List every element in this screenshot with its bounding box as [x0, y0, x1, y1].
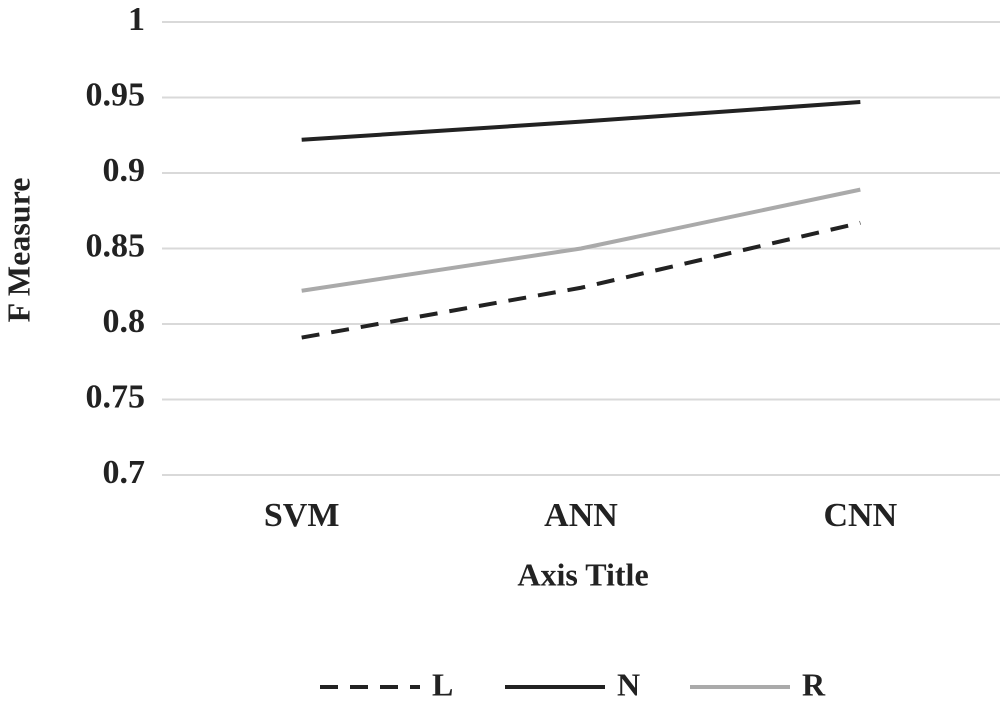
line-series — [301, 100, 861, 142]
y-tick-label: 0.85 — [86, 227, 146, 264]
x-axis-title: Axis Title — [517, 556, 648, 592]
y-tick-label: 0.8 — [103, 303, 146, 340]
legend-label: N — [617, 666, 640, 702]
legend-label: L — [432, 666, 453, 702]
x-tick-label: SVM — [264, 497, 340, 534]
y-tick-label: 1 — [128, 1, 145, 38]
y-tick-label: 0.75 — [86, 378, 146, 415]
y-tick-label: 0.7 — [103, 454, 146, 491]
y-tick-label: 0.9 — [103, 152, 146, 189]
x-tick-label: CNN — [823, 497, 897, 534]
legend-label: R — [802, 666, 826, 702]
x-tick-label: ANN — [544, 497, 618, 534]
y-tick-label: 0.95 — [86, 76, 146, 113]
y-axis-title: F Measure — [0, 178, 36, 323]
line-series — [301, 187, 861, 293]
line-series — [301, 220, 861, 340]
